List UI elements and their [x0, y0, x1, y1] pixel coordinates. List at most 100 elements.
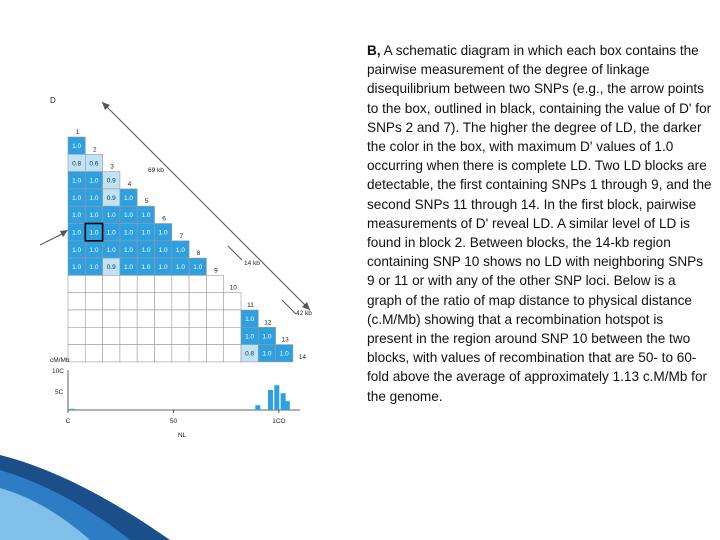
distance-label: 42 kb [296, 310, 312, 317]
snp-label: 5 [145, 198, 149, 205]
diagonal-arrow-line [101, 101, 311, 311]
ld-value: 1.0 [107, 229, 116, 236]
ld-cell [275, 344, 294, 363]
y-axis-label: cM/Mb [50, 357, 70, 364]
recombination-chart: cM/Mb 10C 5C C 50 1CO NL [50, 357, 300, 439]
ld-value: 1.0 [141, 229, 150, 236]
ld-cell [85, 344, 103, 363]
y-tick-label: 5C [55, 389, 64, 396]
ld-cell [136, 309, 155, 328]
ld-cell [206, 344, 224, 363]
ld-cell [188, 344, 207, 363]
snp-label: 11 [247, 302, 254, 309]
ld-value: 0.9 [107, 264, 116, 271]
chart-bar [267, 390, 273, 410]
ld-cell [171, 344, 190, 363]
ld-value: 1.0 [89, 264, 98, 271]
ld-cell [102, 326, 121, 345]
snp-label: 14 [299, 354, 307, 361]
ld-cell [154, 344, 173, 363]
snp-label: 13 [281, 337, 289, 344]
ld-value: 1.0 [124, 195, 133, 202]
chart-bar [69, 408, 75, 410]
ld-cell [136, 275, 155, 293]
ld-cell [102, 292, 121, 311]
ld-cell [171, 326, 190, 345]
ld-value: 1.0 [72, 264, 81, 271]
ld-matrix: 1.0 0.8 0.6 1.0 1.0 0.9 1.0 1.0 0.9 1.0 1.0 1.0 1.0 1… [67, 129, 307, 363]
ld-value: 1.0 [89, 247, 98, 254]
ld-value: 1.0 [159, 247, 168, 254]
ld-cell [85, 292, 103, 311]
ld-cell [171, 292, 190, 311]
distance-label: 14 kb [244, 260, 260, 267]
ld-cell [136, 326, 155, 345]
ld-cell [136, 344, 155, 363]
snp-label: 6 [162, 216, 166, 223]
distance-label: 69 kb [148, 167, 164, 174]
ld-cell [223, 309, 242, 328]
ld-value: 1.0 [124, 229, 133, 236]
arrow-head [302, 302, 310, 310]
ld-value: 1.0 [245, 333, 254, 340]
ld-value: 1.0 [72, 178, 81, 185]
ld-cell [67, 309, 86, 328]
ld-value: 1.0 [72, 229, 81, 236]
ld-cell [85, 309, 103, 328]
x-tick-label: C [66, 418, 71, 425]
ld-cell [119, 326, 138, 345]
ld-cell [67, 326, 86, 345]
arrows: 69 kb 14 kb 42 kb [39, 101, 312, 317]
ld-cell [206, 292, 224, 311]
ld-value: 1.0 [141, 264, 150, 271]
y-tick-label: 10C [52, 368, 64, 375]
decorative-swoosh [0, 455, 170, 540]
ld-cell [154, 275, 173, 293]
snp-label: 1 [76, 129, 80, 136]
ld-cell [102, 275, 121, 293]
ld-value: 1.0 [176, 264, 185, 271]
ld-value: 1.0 [107, 247, 116, 254]
ld-cell [154, 326, 173, 345]
ld-value: 1.0 [72, 195, 81, 202]
tick-line [281, 299, 297, 315]
ld-value: 1.0 [193, 264, 202, 271]
ld-value: 0.8 [245, 351, 254, 358]
ld-value: 1.0 [262, 333, 271, 340]
ld-cell [85, 275, 103, 293]
ld-cell [136, 292, 155, 311]
chart-bar [284, 401, 290, 410]
ld-cell [188, 292, 207, 311]
ld-cell [119, 275, 138, 293]
caption-prefix: B, [367, 43, 381, 58]
tick-line [227, 245, 243, 261]
ld-value: 1.0 [124, 247, 133, 254]
ld-cell [223, 344, 242, 363]
chart-bar [274, 385, 280, 410]
snp-label: 12 [264, 319, 272, 326]
ld-value: 1.0 [89, 178, 98, 185]
ld-value: 1.0 [124, 264, 133, 271]
ld-cell [223, 292, 242, 311]
x-axis-label: NL [178, 432, 187, 439]
ld-value: 1.0 [124, 212, 133, 219]
ld-value: 1.0 [89, 195, 98, 202]
ld-cell [119, 309, 138, 328]
snp-label: 9 [214, 267, 218, 274]
ld-cell [188, 326, 207, 345]
ld-cell [206, 275, 224, 293]
matrix-title: D [50, 96, 56, 105]
arrow-head [60, 230, 68, 237]
ld-value: 1.0 [89, 212, 98, 219]
snp-label: 3 [110, 164, 114, 171]
ld-cell [119, 292, 138, 311]
chart-bar [280, 393, 286, 410]
ld-cell [102, 344, 121, 363]
ld-cell [119, 344, 138, 363]
ld-cell [171, 309, 190, 328]
ld-value: 1.0 [159, 264, 168, 271]
ld-cell [223, 326, 242, 345]
ld-cell [206, 326, 224, 345]
ld-value: 1.0 [89, 229, 98, 236]
snp-label: 2 [93, 146, 97, 153]
